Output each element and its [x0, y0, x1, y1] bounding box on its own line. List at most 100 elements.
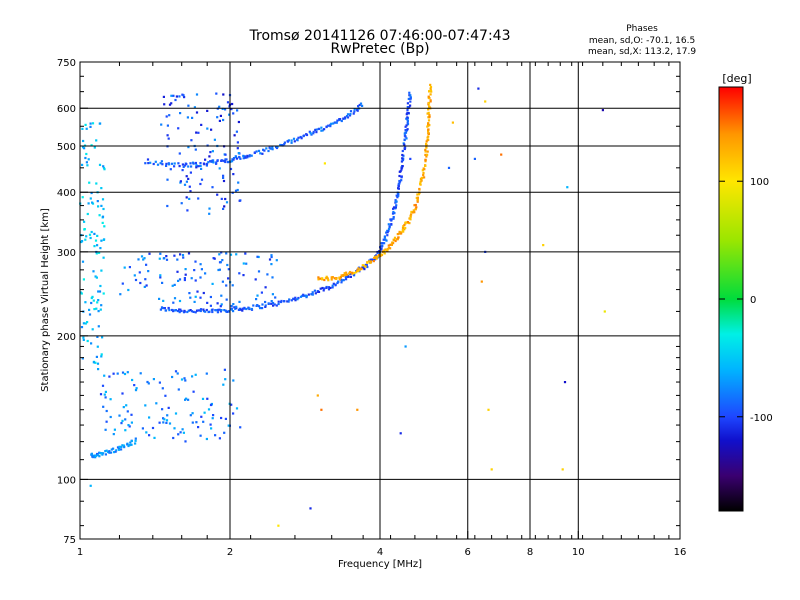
cluster-point — [255, 298, 258, 301]
cluster-point — [195, 166, 198, 169]
cluster-point — [81, 163, 84, 166]
trace-point — [283, 141, 286, 144]
cluster-point — [139, 372, 142, 375]
cluster-point — [105, 420, 108, 423]
trace-point — [261, 152, 264, 155]
cluster-point — [213, 138, 216, 141]
cluster-point — [237, 120, 240, 124]
trace-point — [381, 244, 384, 247]
cluster-point — [85, 127, 88, 130]
trace-point — [269, 147, 272, 150]
trace-point — [261, 307, 264, 310]
cluster-point — [222, 118, 225, 122]
trace-point — [194, 161, 197, 165]
cluster-point — [226, 101, 230, 104]
trace-point — [346, 113, 350, 116]
phase-stats-title: Phases — [626, 24, 658, 34]
trace-point — [146, 158, 150, 161]
trace-point — [227, 161, 230, 164]
cluster-point — [138, 271, 141, 274]
trace-point — [178, 308, 181, 311]
trace-point — [366, 265, 369, 269]
cluster-point — [155, 402, 158, 405]
cluster-point — [104, 428, 107, 431]
trace-point — [391, 212, 395, 215]
cluster-point — [88, 181, 91, 184]
trace-point — [429, 93, 432, 96]
cluster-point — [219, 114, 222, 117]
cluster-point — [189, 190, 192, 193]
trace-point — [239, 308, 242, 311]
cluster-point — [93, 308, 96, 311]
trace-point — [232, 157, 236, 160]
trace-point — [156, 163, 160, 166]
cluster-point — [81, 260, 85, 263]
trace-point — [283, 143, 286, 146]
cluster-point — [257, 270, 261, 273]
trace-point — [335, 277, 338, 280]
cluster-point — [128, 425, 131, 428]
cluster-point — [152, 378, 155, 381]
cluster-point — [109, 415, 112, 419]
cluster-point — [174, 370, 178, 373]
y-tick-label: 500 — [57, 142, 76, 153]
trace-point — [164, 309, 167, 312]
trace-point — [404, 129, 407, 132]
cluster-point — [84, 322, 87, 325]
cluster-point — [183, 377, 186, 380]
trace-point — [344, 276, 347, 279]
cluster-point — [162, 95, 165, 98]
trace-point — [356, 269, 359, 272]
trace-point — [198, 309, 201, 312]
cluster-point — [168, 114, 171, 117]
cluster-point — [130, 413, 133, 416]
trace-point — [394, 200, 397, 203]
cluster-point — [89, 236, 92, 240]
cluster-point — [161, 408, 164, 411]
cluster-point — [225, 252, 228, 255]
cluster-point — [201, 397, 205, 400]
trace-point — [383, 242, 386, 245]
cluster-point — [118, 414, 121, 417]
trace-point — [246, 156, 249, 159]
trace-point — [118, 445, 121, 448]
trace-point — [215, 161, 218, 164]
cluster-point — [102, 166, 106, 170]
trace-point — [398, 232, 401, 235]
trace-point — [355, 271, 358, 274]
trace-point — [429, 83, 432, 86]
trace-point — [297, 296, 300, 300]
cluster-point — [109, 398, 112, 401]
y-tick-label: 200 — [57, 332, 76, 343]
trace-point — [270, 302, 273, 305]
cluster-point — [87, 202, 90, 205]
trace-point — [429, 86, 433, 89]
cluster-point — [218, 253, 221, 256]
trace-point — [241, 307, 244, 310]
trace-point — [220, 309, 223, 312]
cluster-point — [126, 371, 129, 374]
cluster-point — [103, 238, 106, 241]
trace-point — [416, 193, 419, 196]
trace-point — [160, 306, 164, 309]
cluster-point — [224, 153, 227, 156]
trace-point — [253, 151, 256, 154]
trace-point — [216, 311, 219, 314]
cluster-point — [254, 278, 257, 281]
scatter-point — [563, 381, 567, 384]
cluster-point — [200, 178, 204, 181]
cluster-point — [229, 253, 233, 256]
cluster-point — [268, 258, 272, 261]
cluster-point — [216, 302, 219, 305]
cluster-point — [96, 234, 99, 237]
cluster-point — [244, 252, 247, 255]
trace-point — [400, 231, 403, 234]
cluster-point — [173, 283, 176, 286]
cluster-point — [104, 396, 107, 399]
trace-point — [417, 193, 421, 196]
trace-point — [114, 450, 117, 453]
trace-point — [429, 89, 432, 92]
cluster-point — [162, 299, 165, 302]
cluster-point — [88, 308, 91, 311]
cluster-point — [143, 285, 146, 288]
